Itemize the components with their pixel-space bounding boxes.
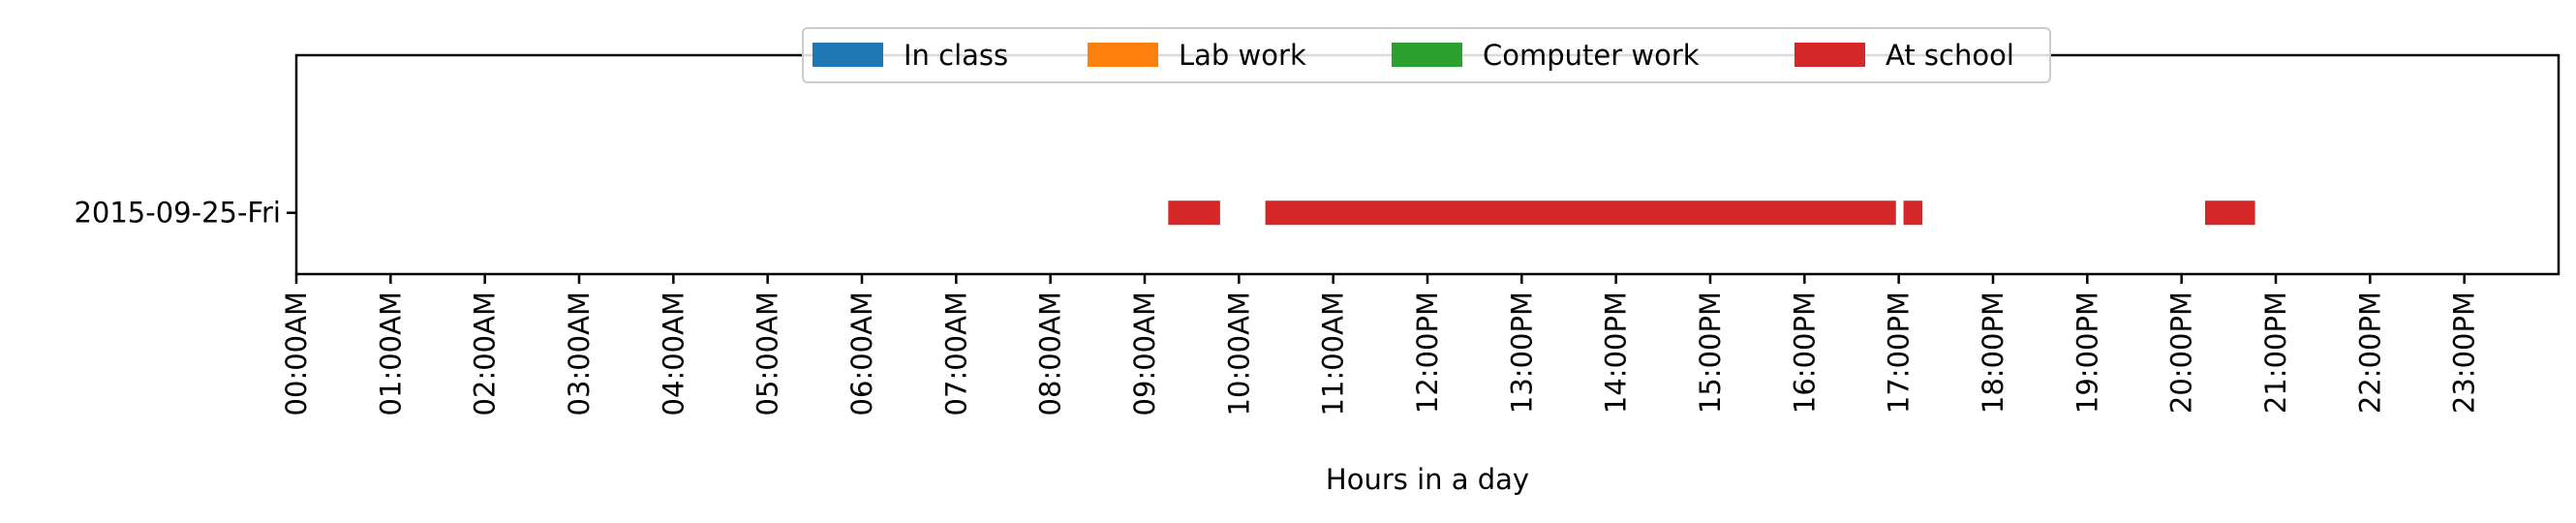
legend-swatch-lab-work	[1088, 43, 1158, 67]
x-tick-label: 11:00AM	[1317, 292, 1350, 415]
x-tick-label: 03:00AM	[563, 292, 596, 415]
x-tick-label: 04:00AM	[657, 292, 690, 415]
x-tick-label: 14:00PM	[1600, 292, 1633, 414]
legend: In class Lab work Computer work At school	[802, 27, 2051, 83]
legend-swatch-at-school	[1794, 43, 1865, 67]
x-tick-label: 22:00PM	[2353, 292, 2386, 414]
legend-label-in-class: In class	[904, 39, 1008, 72]
x-tick-label: 20:00PM	[2165, 292, 2198, 414]
x-tick-label: 13:00PM	[1505, 292, 1538, 414]
x-tick-label: 07:00AM	[939, 292, 972, 415]
x-tick-label: 06:00AM	[845, 292, 878, 415]
bar-at-school-2	[1903, 200, 1922, 226]
x-tick-label: 08:00AM	[1034, 292, 1067, 415]
bar-at-school-3	[2205, 200, 2255, 226]
x-tick-label: 09:00AM	[1128, 292, 1161, 415]
legend-label-computer-work: Computer work	[1483, 39, 1700, 72]
legend-label-at-school: At school	[1886, 39, 2014, 72]
legend-swatch-in-class	[813, 43, 883, 67]
y-axis: 2015-09-25-Fri	[74, 197, 296, 230]
legend-label-lab-work: Lab work	[1179, 39, 1306, 72]
y-tick-label: 2015-09-25-Fri	[74, 197, 281, 230]
bars-layer	[1168, 200, 2255, 226]
x-tick-label: 00:00AM	[280, 292, 313, 415]
x-tick-label: 05:00AM	[751, 292, 784, 415]
x-axis: 00:00AM 01:00AM 02:00AM 03:00AM 04:00AM 05:00…	[280, 274, 2481, 415]
x-tick-label: 02:00AM	[469, 292, 502, 415]
plot-frame	[294, 53, 2561, 276]
bar-at-school-1	[1265, 200, 1896, 226]
x-tick-label: 18:00PM	[1977, 292, 2009, 414]
x-tick-label: 21:00PM	[2259, 292, 2292, 414]
x-tick-label: 10:00AM	[1222, 292, 1255, 415]
x-tick-label: 12:00PM	[1411, 292, 1444, 414]
bar-at-school-0	[1168, 200, 1220, 226]
x-axis-title: Hours in a day	[1326, 463, 1529, 496]
x-tick-label: 01:00AM	[374, 292, 407, 415]
x-tick-label: 15:00PM	[1694, 292, 1727, 414]
x-tick-label: 17:00PM	[1883, 292, 1916, 414]
x-tick-label: 19:00PM	[2070, 292, 2103, 414]
x-tick-label: 23:00PM	[2448, 292, 2481, 414]
x-tick-label: 16:00PM	[1788, 292, 1821, 414]
legend-swatch-computer-work	[1392, 43, 1462, 67]
